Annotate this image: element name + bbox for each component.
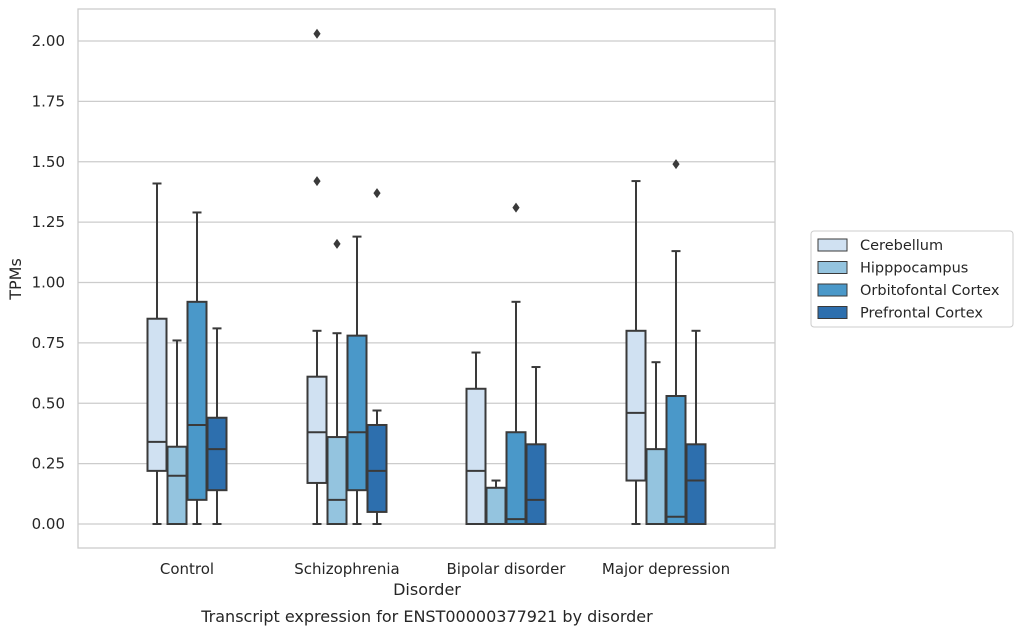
x-tick-label: Schizophrenia bbox=[294, 560, 399, 578]
box-group bbox=[685, 329, 707, 525]
y-tick-label: 1.50 bbox=[32, 153, 65, 171]
y-tick-label: 0.00 bbox=[32, 515, 65, 533]
x-tick-label: Major depression bbox=[602, 560, 730, 578]
box-group bbox=[206, 327, 228, 525]
x-tick-label: Control bbox=[160, 560, 214, 578]
chart-caption: Transcript expression for ENST0000037792… bbox=[200, 607, 653, 626]
box-iqr bbox=[306, 375, 328, 484]
box-iqr bbox=[346, 334, 368, 492]
y-tick-label: 0.25 bbox=[32, 455, 65, 473]
box-group bbox=[306, 28, 328, 525]
y-tick-labels: 0.00 0.25 0.50 0.75 1.00 1.25 1.50 1.75 2.00 bbox=[32, 32, 65, 533]
legend-swatch bbox=[817, 261, 848, 274]
legend-label: Cerebellum bbox=[860, 238, 943, 254]
x-axis-title: Disorder bbox=[393, 580, 461, 599]
box-group bbox=[346, 235, 368, 525]
box-iqr bbox=[645, 448, 667, 526]
x-tick-label: Bipolar disorder bbox=[447, 560, 567, 578]
box-group bbox=[186, 211, 208, 525]
legend-swatch bbox=[817, 306, 848, 319]
outlier-point bbox=[313, 28, 321, 39]
box-iqr bbox=[146, 317, 168, 472]
y-tick-label: 1.25 bbox=[32, 213, 65, 231]
box-group bbox=[525, 366, 547, 525]
box-iqr bbox=[166, 445, 188, 525]
legend-label: Hipppocampus bbox=[860, 261, 968, 277]
y-tick-label: 1.75 bbox=[32, 92, 65, 110]
y-axis-title: TPMs bbox=[6, 258, 25, 301]
outlier-point bbox=[512, 202, 520, 213]
legend-swatch bbox=[817, 283, 848, 297]
box-iqr bbox=[326, 436, 348, 525]
box-group bbox=[485, 479, 507, 525]
legend-frame bbox=[810, 230, 1014, 328]
box-iqr bbox=[485, 486, 507, 525]
box-iqr bbox=[505, 431, 527, 526]
legend-swatch bbox=[817, 238, 848, 252]
y-tick-label: 0.75 bbox=[32, 334, 65, 352]
legend-label: Orbitofontal Cortex bbox=[860, 283, 1000, 299]
box-iqr bbox=[625, 329, 647, 482]
box-group bbox=[366, 188, 388, 525]
box-iqr bbox=[366, 423, 388, 513]
box-group bbox=[625, 180, 647, 525]
outlier-point bbox=[333, 238, 341, 249]
legend-label: Prefrontal Cortex bbox=[860, 306, 983, 322]
box-group bbox=[665, 159, 687, 526]
outlier-point bbox=[672, 159, 680, 170]
legend: Cerebellum Hipppocampus Orbitofontal Corte… bbox=[810, 230, 1014, 328]
y-tick-label: 0.50 bbox=[32, 394, 65, 412]
y-tick-label: 1.00 bbox=[32, 274, 65, 292]
boxes bbox=[146, 28, 707, 526]
box-iqr bbox=[665, 395, 687, 526]
box-group bbox=[645, 361, 667, 526]
box-group bbox=[465, 351, 487, 526]
y-tick-label: 2.00 bbox=[32, 32, 65, 50]
box-group bbox=[326, 238, 348, 525]
box-iqr bbox=[206, 416, 228, 492]
box-group bbox=[146, 182, 168, 525]
box-group bbox=[505, 202, 527, 526]
box-iqr bbox=[525, 443, 547, 525]
box-iqr bbox=[465, 387, 487, 526]
box-iqr bbox=[186, 300, 208, 501]
outlier-point bbox=[373, 188, 381, 199]
box-iqr bbox=[685, 443, 707, 525]
x-tick-labels: Control Schizophrenia Bipolar disorder Majo… bbox=[160, 560, 730, 578]
plot-area-frame bbox=[77, 8, 776, 549]
box-group bbox=[166, 339, 188, 525]
outlier-point bbox=[313, 176, 321, 187]
